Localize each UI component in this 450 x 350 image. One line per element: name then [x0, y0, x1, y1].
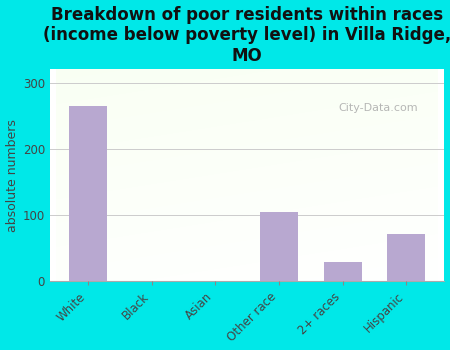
Bar: [69, 106, 107, 281]
Text: City-Data.com: City-Data.com: [338, 103, 418, 113]
Bar: [260, 212, 298, 281]
Bar: [324, 261, 362, 281]
Bar: [387, 234, 425, 281]
Title: Breakdown of poor residents within races
(income below poverty level) in Villa R: Breakdown of poor residents within races…: [43, 6, 450, 65]
Y-axis label: absolute numbers: absolute numbers: [5, 119, 18, 232]
